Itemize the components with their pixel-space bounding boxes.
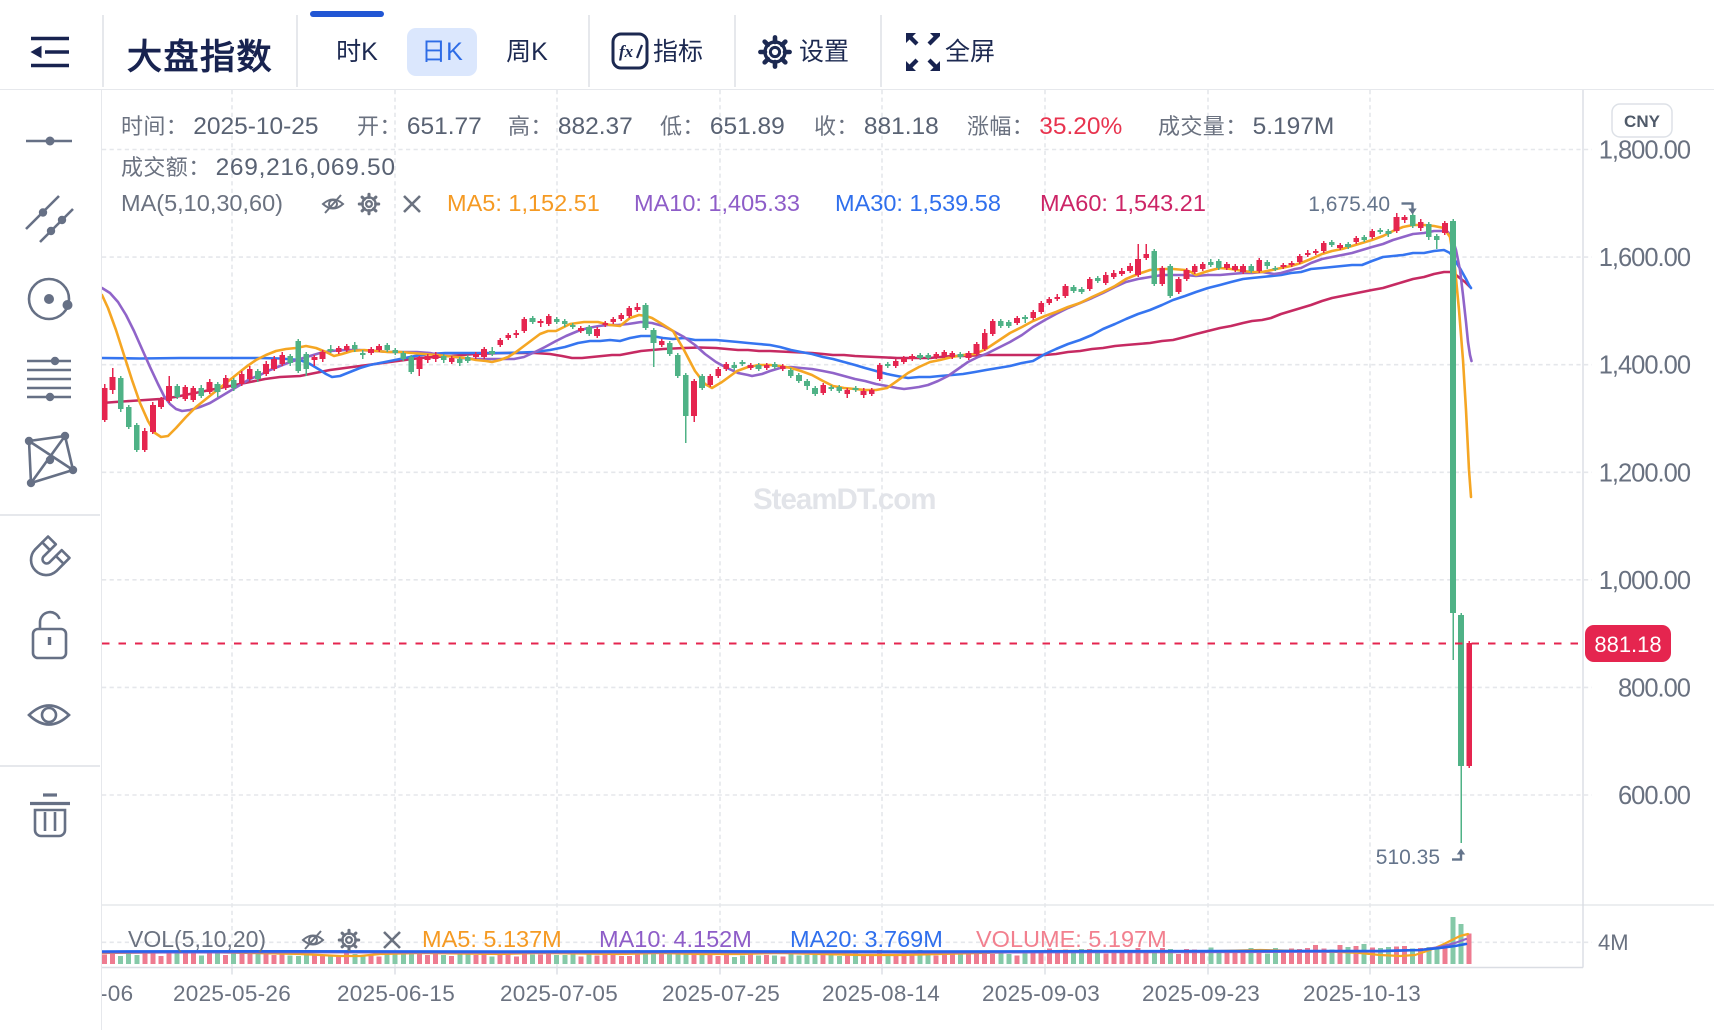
svg-text:2025-09-03: 2025-09-03: [982, 981, 1100, 1006]
svg-text:SteamDT.com: SteamDT.com: [753, 483, 935, 516]
svg-text:881.18: 881.18: [1594, 632, 1661, 657]
svg-text:800.00: 800.00: [1618, 674, 1691, 702]
svg-text:2025-07-25: 2025-07-25: [662, 981, 780, 1006]
svg-text:1,400.00: 1,400.00: [1599, 352, 1691, 380]
svg-text:2025-05-26: 2025-05-26: [173, 981, 291, 1006]
svg-text:2025-08-14: 2025-08-14: [822, 981, 940, 1006]
svg-text:510.35: 510.35: [1376, 846, 1440, 869]
svg-text:CNY: CNY: [1624, 112, 1661, 131]
svg-text:2025-09-23: 2025-09-23: [1142, 981, 1260, 1006]
svg-text:2025-10-13: 2025-10-13: [1303, 981, 1421, 1006]
svg-text:600.00: 600.00: [1618, 782, 1691, 810]
svg-text:-06: -06: [100, 981, 133, 1006]
svg-text:1,600.00: 1,600.00: [1599, 244, 1691, 272]
svg-text:fx: fx: [619, 42, 634, 61]
svg-text:2025-07-05: 2025-07-05: [500, 981, 618, 1006]
svg-text:1,800.00: 1,800.00: [1599, 137, 1691, 165]
svg-text:1,675.40: 1,675.40: [1308, 193, 1390, 216]
svg-text:2025-06-15: 2025-06-15: [337, 981, 455, 1006]
svg-text:1,000.00: 1,000.00: [1599, 567, 1691, 595]
svg-text:4M: 4M: [1598, 930, 1629, 955]
svg-text:1,200.00: 1,200.00: [1599, 459, 1691, 487]
